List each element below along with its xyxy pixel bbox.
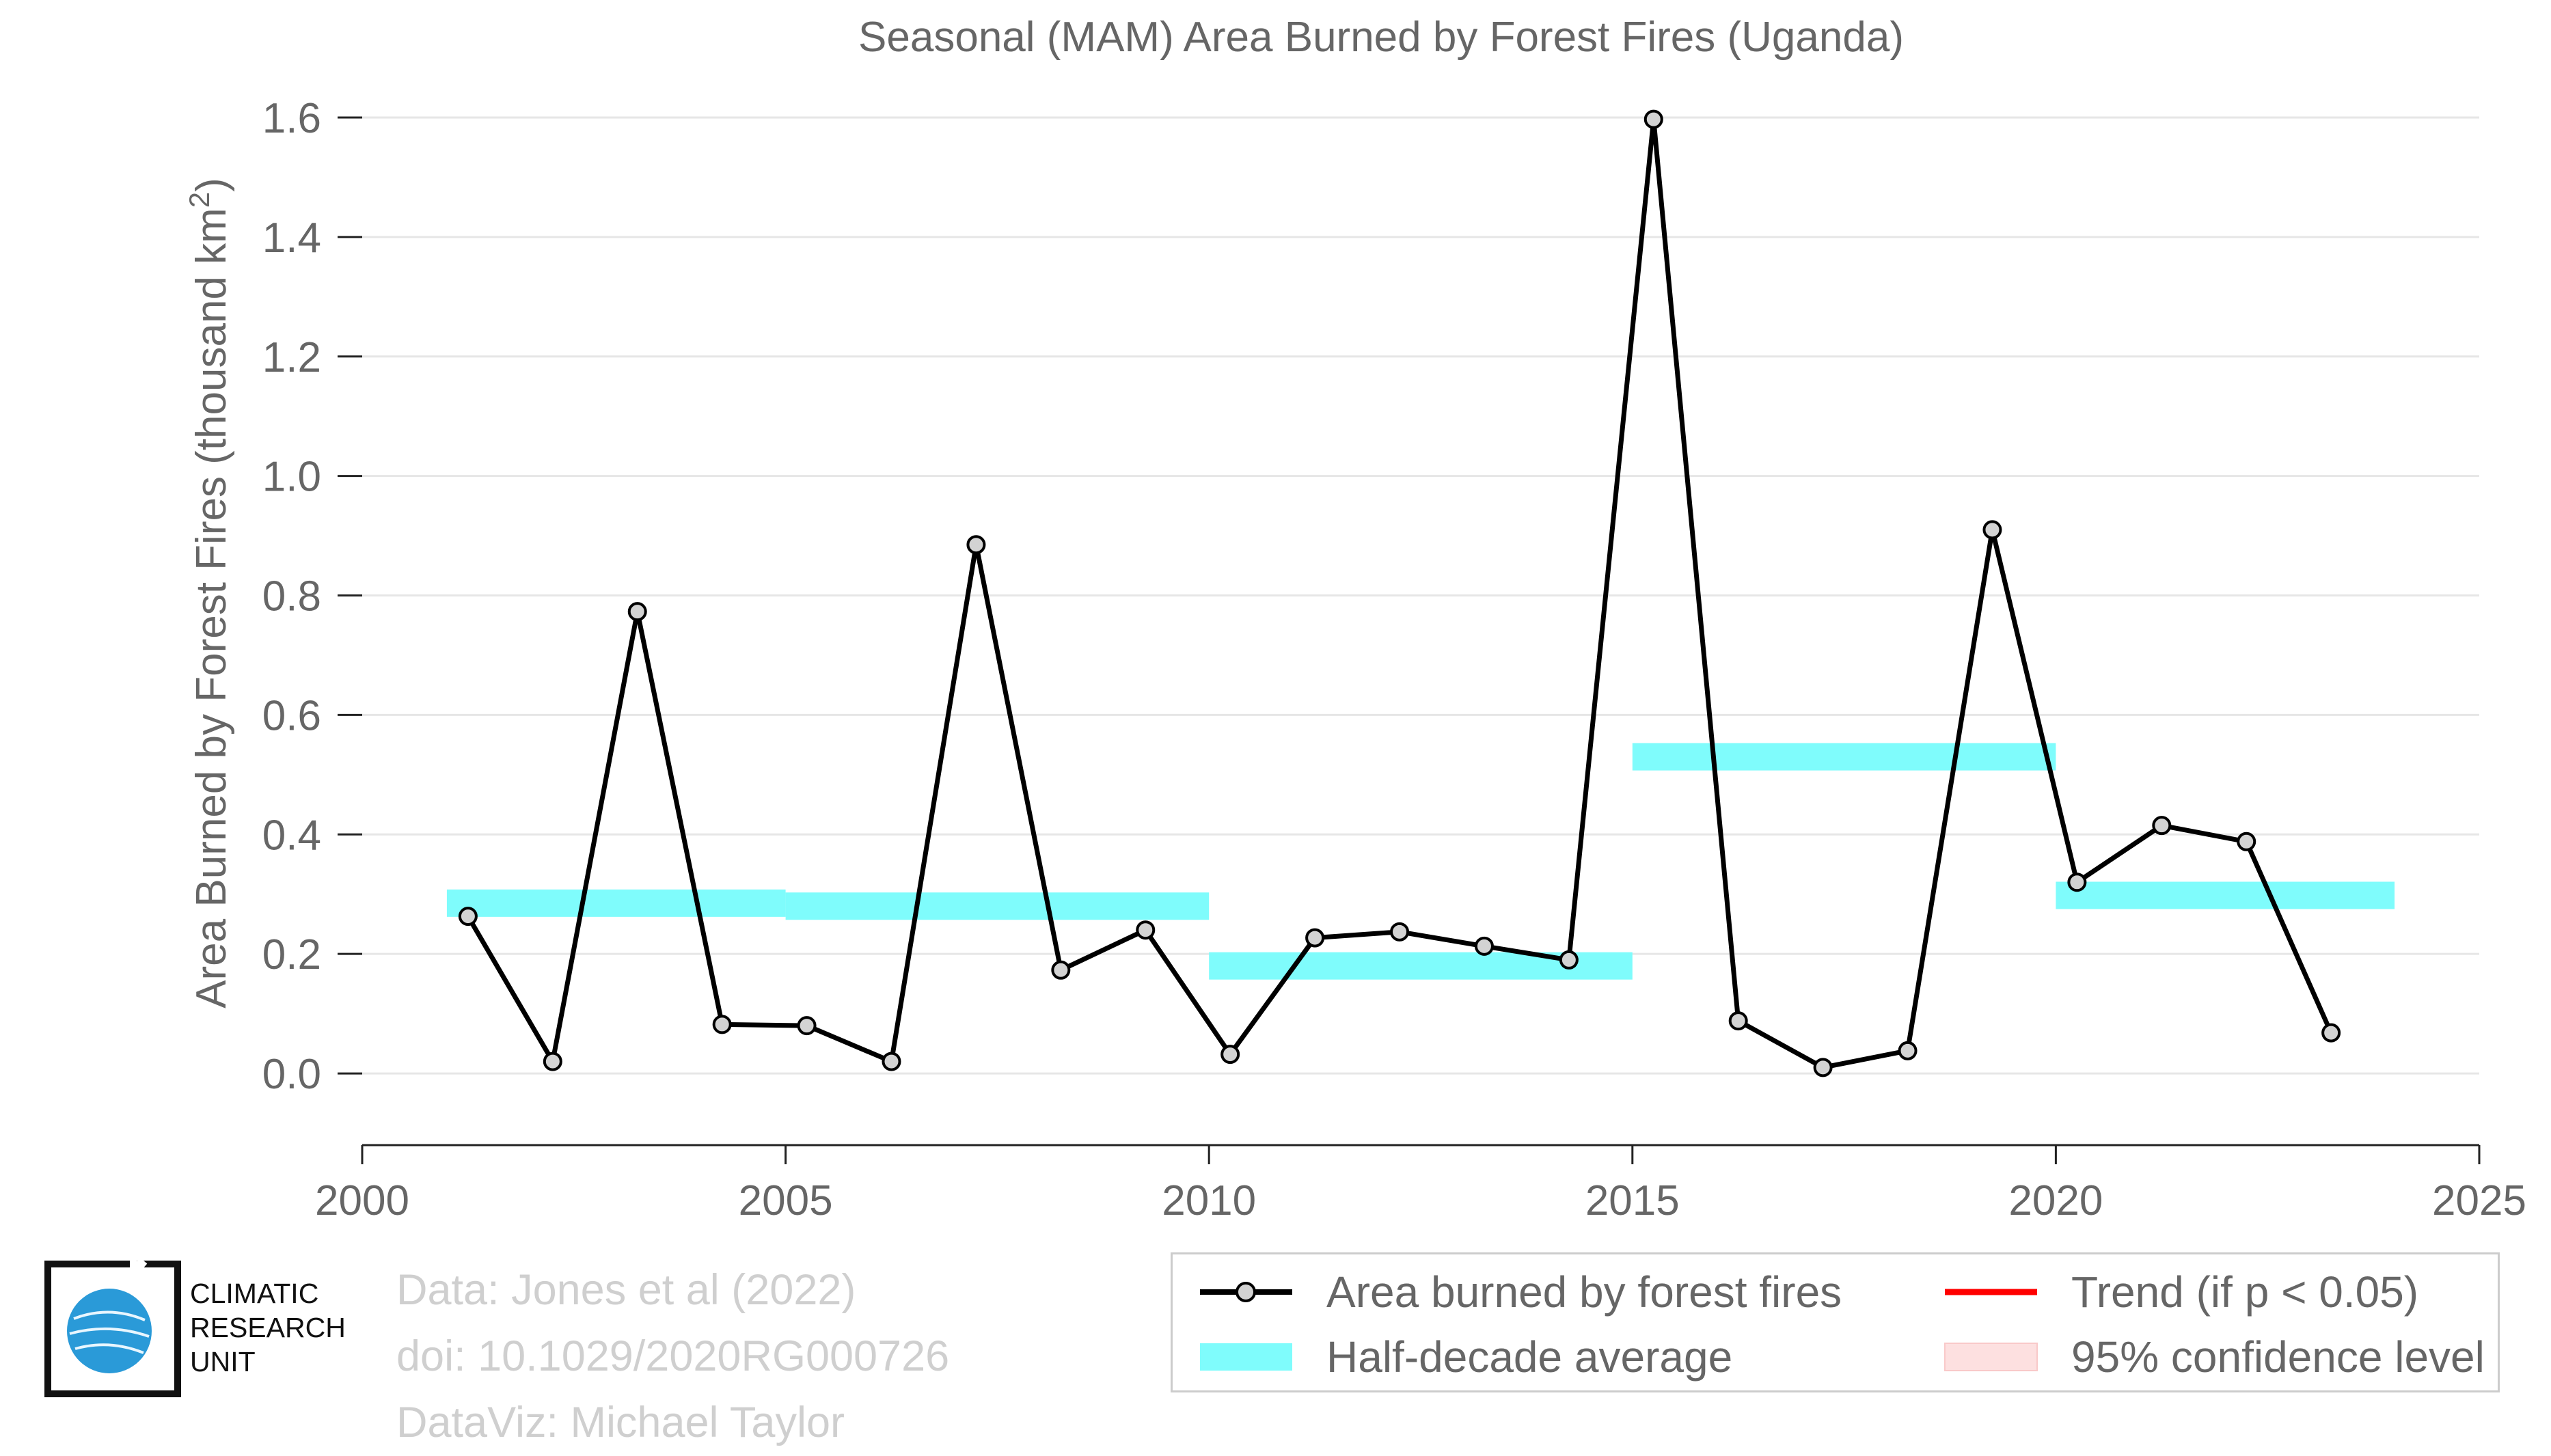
y-tick-label: 0.6 [262,692,321,739]
data-point [2152,816,2172,836]
y-tick-label: 0.4 [262,812,321,859]
legend-label-trend: Trend (if p < 0.05) [2071,1267,2419,1317]
y-tick-label: 0.0 [262,1051,321,1098]
data-point [458,907,478,926]
y-tick-label: 1.2 [262,334,321,381]
cru-line-2: RESEARCH [190,1312,346,1343]
y-tick-label: 0.8 [262,573,321,620]
half-decade-bands [446,743,2395,980]
credit-dataviz: DataViz: Michael Taylor [396,1399,845,1446]
data-point [1728,1011,1748,1031]
data-credits: Data: Jones et al (2022) doi: 10.1029/20… [396,1257,949,1456]
y-axis-label: Area Burned by Forest Fires (thousand km… [183,178,235,1008]
x-tick-label: 2020 [2008,1177,2103,1224]
legend-item-trend: Trend (if p < 0.05) [1938,1261,2418,1323]
data-point [1220,1045,1240,1064]
globe-icon [67,1289,152,1373]
axes: 0.0 0.2 0.4 0.6 0.8 1.0 1.2 1.4 1.6 2000 2005 2010 2… [262,95,2526,1224]
data-point [627,602,647,622]
data-point [1898,1041,1918,1060]
data-point [1136,920,1156,940]
chart-title: Seasonal (MAM) Area Burned by Forest Fir… [858,14,1904,61]
legend-label-area-burned: Area burned by forest fires [1326,1267,1842,1317]
data-point [2321,1023,2341,1043]
credit-doi: doi: 10.1029/2020RG000726 [396,1332,950,1380]
data-point [1305,928,1325,948]
y-tick-label: 0.2 [262,931,321,978]
data-point [1051,960,1071,980]
legend-swatch-half-decade [1193,1326,1299,1388]
data-point [543,1052,562,1071]
cru-name: CLIMATIC RESEARCH UNIT [190,1276,346,1379]
data-point [966,535,986,555]
legend-item-confidence: 95% confidence level [1938,1326,2485,1388]
grid-lines [362,116,2479,1075]
data-point [1390,922,1410,942]
legend-item-half-decade: Half-decade average [1193,1326,1732,1388]
data-point [1474,936,1494,956]
data-point [1813,1058,1833,1077]
cru-logo: CLIMATIC RESEARCH UNIT [41,1257,362,1401]
cru-logo-mark [44,1257,181,1397]
data-point [2237,832,2256,851]
legend-swatch-confidence [1938,1326,2044,1388]
credit-data-source: Data: Jones et al (2022) [396,1266,856,1314]
data-point [1982,520,2002,540]
y-tick-label: 1.4 [262,215,321,262]
cru-line-3: UNIT [190,1346,256,1377]
data-point [2067,873,2087,892]
half-decade-band [1632,743,2056,771]
data-point [1643,109,1663,129]
chart-legend: Area burned by forest fires Trend (if p … [1171,1252,2500,1392]
cru-line-1: CLIMATIC [190,1278,319,1309]
data-point [882,1052,901,1071]
data-point [1559,950,1579,970]
legend-swatch-line-marker [1193,1261,1299,1323]
series-area-burned [458,109,2341,1077]
legend-label-confidence: 95% confidence level [2071,1332,2485,1382]
y-tick-label: 1.6 [262,95,321,142]
legend-label-half-decade: Half-decade average [1326,1332,1733,1382]
half-decade-band [2056,881,2395,909]
data-point [712,1015,732,1034]
x-tick-label: 2010 [1162,1177,1256,1224]
legend-swatch-trend [1938,1261,2044,1323]
y-tick-label: 1.0 [262,454,321,501]
x-tick-label: 2000 [315,1177,409,1224]
half-decade-band [446,889,786,917]
legend-item-area-burned: Area burned by forest fires [1193,1261,1842,1323]
half-decade-band [785,892,1210,920]
x-tick-label: 2005 [739,1177,833,1224]
x-tick-label: 2025 [2432,1177,2526,1224]
data-point [797,1016,817,1036]
x-tick-label: 2015 [1585,1177,1680,1224]
